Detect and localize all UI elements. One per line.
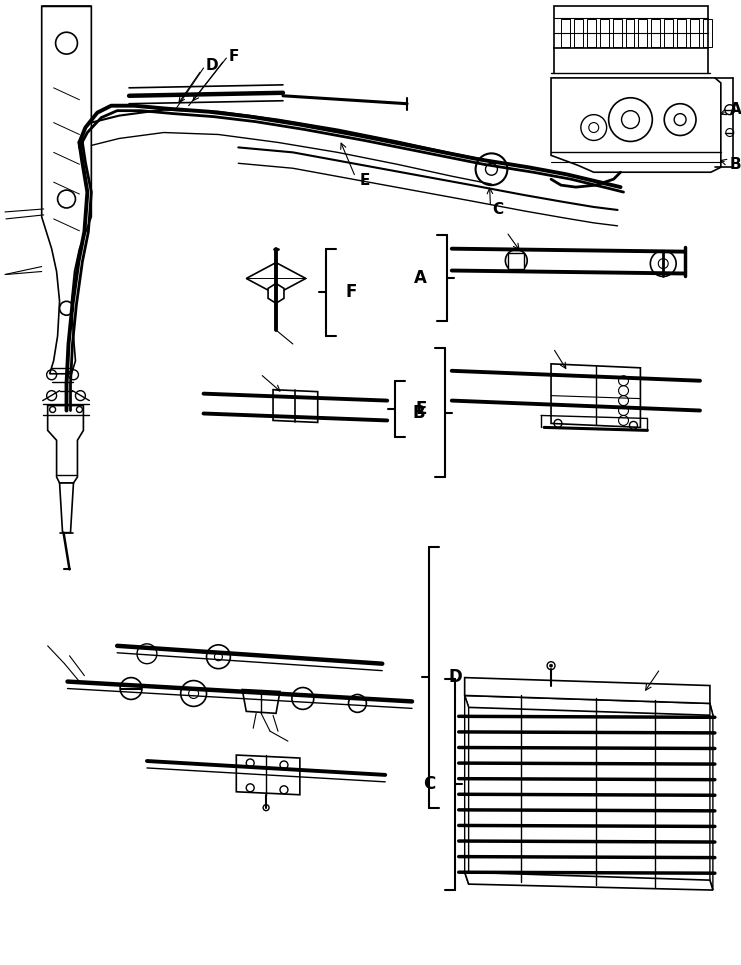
Text: D: D bbox=[205, 59, 218, 73]
Polygon shape bbox=[710, 703, 713, 890]
Polygon shape bbox=[551, 78, 721, 172]
Bar bbox=[664, 19, 673, 47]
Polygon shape bbox=[465, 872, 713, 890]
Bar bbox=[508, 253, 524, 268]
Polygon shape bbox=[551, 364, 640, 427]
Bar bbox=[613, 19, 622, 47]
Bar bbox=[677, 19, 686, 47]
Bar bbox=[625, 19, 634, 47]
Text: F: F bbox=[228, 48, 239, 64]
Bar bbox=[639, 19, 648, 47]
Polygon shape bbox=[465, 696, 468, 884]
Polygon shape bbox=[41, 7, 91, 373]
Text: B: B bbox=[412, 403, 425, 422]
Text: E: E bbox=[359, 173, 370, 187]
Bar bbox=[703, 19, 712, 47]
Bar bbox=[561, 19, 570, 47]
Polygon shape bbox=[246, 262, 306, 294]
Circle shape bbox=[550, 664, 553, 667]
Bar bbox=[690, 19, 699, 47]
Bar bbox=[554, 7, 708, 48]
Polygon shape bbox=[236, 755, 300, 795]
Text: B: B bbox=[730, 156, 741, 172]
Text: C: C bbox=[422, 775, 435, 793]
Polygon shape bbox=[242, 690, 280, 713]
Text: E: E bbox=[415, 400, 426, 418]
Text: C: C bbox=[493, 203, 504, 217]
Bar bbox=[574, 19, 583, 47]
Polygon shape bbox=[59, 483, 73, 533]
Text: A: A bbox=[414, 269, 427, 287]
Text: D: D bbox=[449, 668, 462, 686]
Polygon shape bbox=[465, 677, 710, 703]
Bar bbox=[587, 19, 596, 47]
Bar bbox=[651, 19, 660, 47]
Polygon shape bbox=[268, 284, 284, 303]
Polygon shape bbox=[465, 696, 713, 715]
Bar bbox=[599, 19, 608, 47]
Polygon shape bbox=[273, 390, 318, 423]
Text: F: F bbox=[345, 284, 357, 301]
Text: A: A bbox=[730, 102, 741, 117]
Polygon shape bbox=[47, 405, 84, 483]
